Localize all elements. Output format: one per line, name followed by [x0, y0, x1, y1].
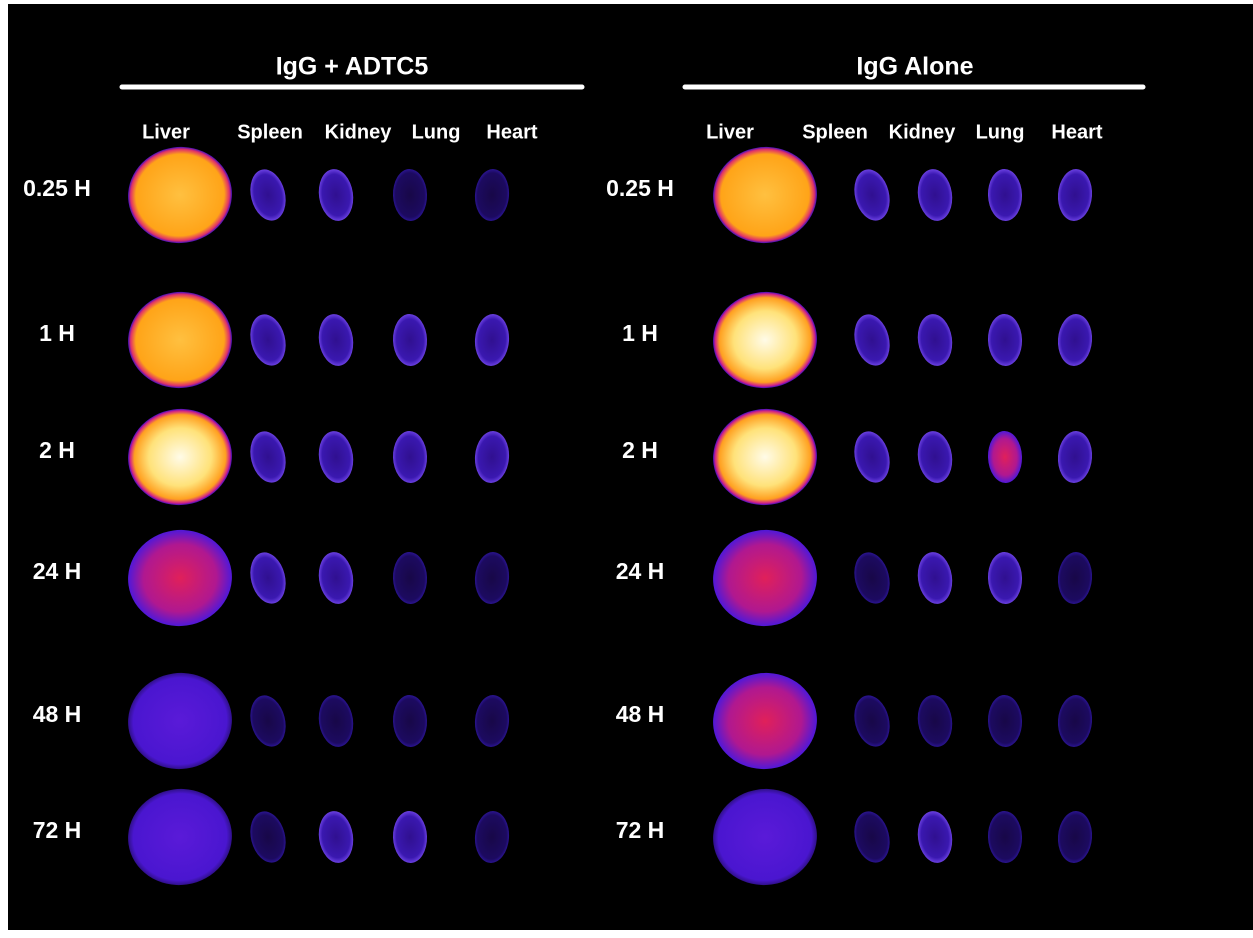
time-label: 48 H [616, 701, 665, 727]
time-label: 48 H [33, 701, 82, 727]
organ-label: Heart [486, 121, 537, 143]
time-label: 0.25 H [23, 175, 91, 201]
time-label: 72 H [616, 817, 665, 843]
organ-label: Kidney [325, 121, 393, 143]
time-label: 1 H [39, 320, 75, 346]
organ-label: Heart [1051, 121, 1102, 143]
organ-label: Liver [142, 121, 190, 143]
time-label: 1 H [622, 320, 658, 346]
panel-title: IgG Alone [856, 53, 973, 81]
organ-label: Spleen [802, 121, 868, 143]
organ-label: Kidney [889, 121, 957, 143]
organ-label: Lung [412, 121, 461, 143]
organ-label: Liver [706, 121, 754, 143]
organ-label: Spleen [237, 121, 303, 143]
time-label: 24 H [616, 558, 665, 584]
panel-title: IgG + ADTC5 [276, 53, 429, 81]
figure: IgG + ADTC5 Liver Spleen Kidney Lung Heart 0.2… [0, 0, 1253, 938]
time-label: 2 H [622, 437, 658, 463]
organ-label: Lung [976, 121, 1025, 143]
time-label: 72 H [33, 817, 82, 843]
time-label: 0.25 H [606, 175, 674, 201]
time-label: 2 H [39, 437, 75, 463]
time-label: 24 H [33, 558, 82, 584]
